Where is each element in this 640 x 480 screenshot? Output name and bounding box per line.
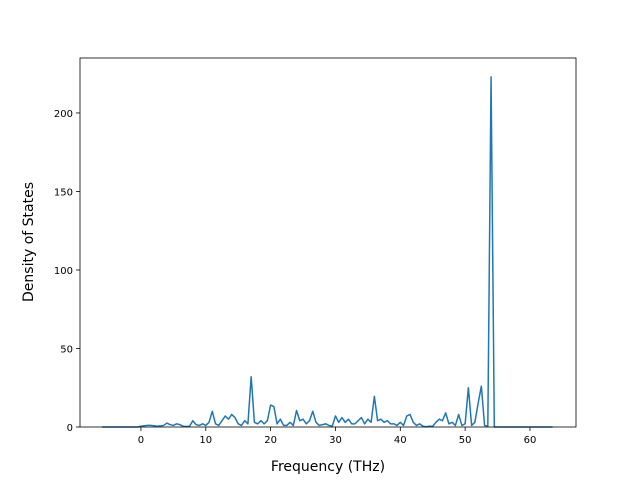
- x-tick-label: 10: [199, 435, 212, 446]
- x-tick-label: 60: [524, 435, 537, 446]
- x-tick-label: 30: [329, 435, 342, 446]
- y-tick-label: 150: [54, 187, 73, 198]
- x-axis-label: Frequency (THz): [271, 459, 385, 475]
- x-tick-label: 0: [138, 435, 144, 446]
- x-tick-label: 40: [394, 435, 407, 446]
- x-tick-label: 20: [264, 435, 277, 446]
- data-line: [102, 76, 553, 428]
- y-tick-label: 50: [60, 344, 73, 355]
- y-tick-label: 200: [54, 109, 73, 120]
- y-axis-label: Density of States: [21, 182, 37, 302]
- y-tick-label: 0: [67, 423, 73, 434]
- axes-frame: [79, 57, 577, 428]
- x-tick-label: 50: [459, 435, 472, 446]
- y-tick-label: 100: [54, 266, 73, 277]
